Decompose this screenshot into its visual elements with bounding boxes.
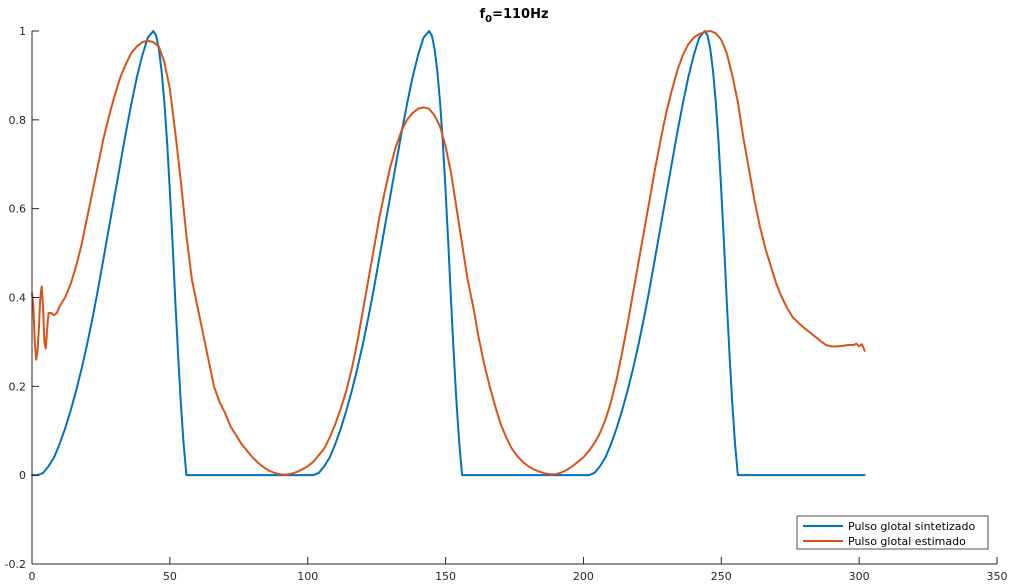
x-tick-label: 0 (29, 570, 36, 583)
series-line-sintetizado (31, 30, 866, 477)
x-tick-label: 100 (297, 570, 318, 583)
plot-area (32, 31, 997, 564)
title-subscript: 0 (485, 14, 492, 25)
y-tick-label: 1 (19, 25, 26, 38)
y-tick-label: 0 (19, 469, 26, 482)
series-line-estimado (31, 30, 866, 476)
x-tick-label: 350 (987, 570, 1008, 583)
y-ticks: -0.2 0 0.2 0.4 0.6 0.8 1 (5, 25, 39, 571)
y-tick-label: -0.2 (5, 558, 26, 571)
legend-label-sintetizado: Pulso glotal sintetizado (848, 520, 976, 533)
y-tick-label: 0.2 (9, 380, 27, 393)
x-ticks: 0 50 100 150 200 250 300 350 (29, 557, 1008, 583)
y-tick-label: 0.4 (9, 292, 27, 305)
y-tick-label: 0.6 (9, 203, 27, 216)
legend: Pulso glotal sintetizado Pulso glotal es… (796, 515, 989, 550)
series-layer (31, 30, 866, 477)
chart-title: f0=110Hz (479, 7, 548, 25)
x-tick-label: 200 (573, 570, 594, 583)
x-tick-label: 300 (849, 570, 870, 583)
legend-box (796, 515, 989, 550)
y-tick-label: 0.8 (9, 114, 27, 127)
legend-label-estimado: Pulso glotal estimado (848, 535, 966, 548)
title-base: f (479, 7, 485, 22)
title-rest: =110Hz (492, 7, 548, 22)
x-tick-label: 50 (163, 570, 177, 583)
x-tick-label: 250 (711, 570, 732, 583)
x-tick-label: 150 (435, 570, 456, 583)
